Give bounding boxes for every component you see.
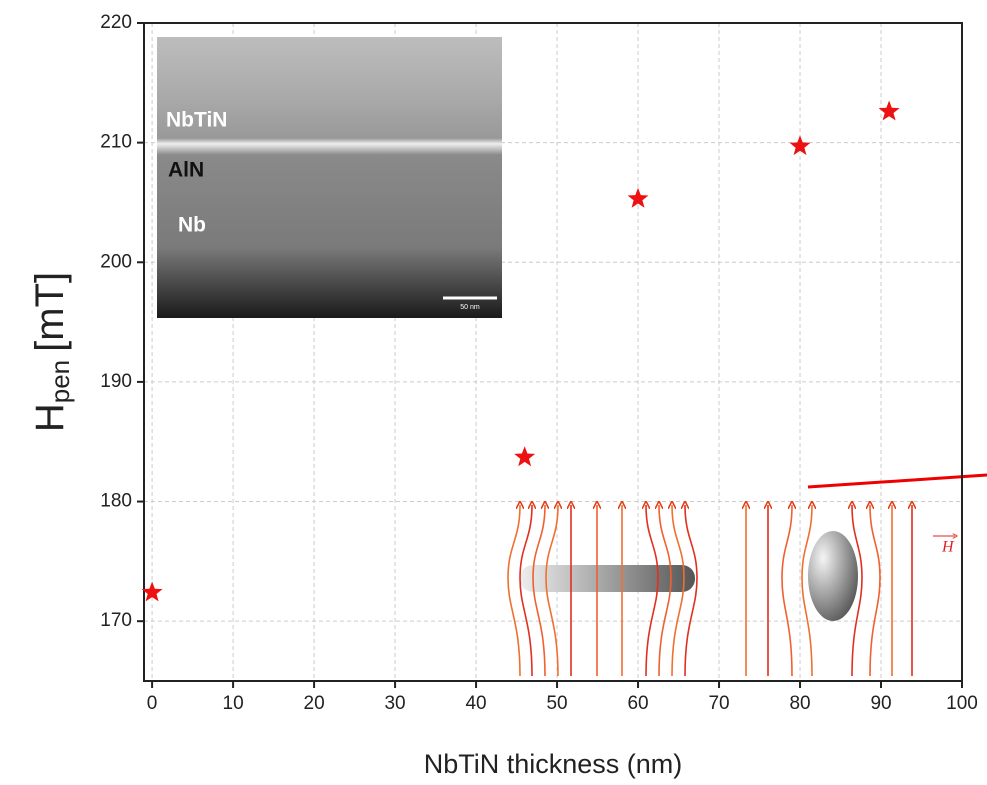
- y-tick-label: 180: [100, 491, 132, 512]
- x-tick-label: 50: [546, 693, 567, 714]
- plot-frame: [143, 22, 963, 682]
- y-label-sub: pen: [45, 360, 75, 403]
- field-line: [672, 505, 685, 677]
- field-line: [646, 505, 659, 677]
- x-tick-label: 40: [465, 693, 486, 714]
- field-illustration: H: [507, 473, 987, 677]
- x-tick-label: 0: [147, 693, 158, 714]
- x-tick-label: 70: [708, 693, 729, 714]
- data-point: [514, 446, 536, 467]
- pointer-line: [807, 473, 987, 489]
- data-point: [627, 187, 649, 208]
- x-tick-label: 60: [627, 693, 648, 714]
- x-tick-label: 100: [946, 693, 978, 714]
- y-tick-label: 200: [100, 251, 132, 272]
- rod-sample: [520, 565, 695, 592]
- field-label: H: [941, 539, 955, 556]
- field-line: [519, 505, 532, 677]
- x-axis-label: NbTiN thickness (nm): [424, 749, 683, 779]
- scale-label: 50 nm: [460, 304, 480, 311]
- field-line: [852, 505, 863, 677]
- tem-image: [157, 37, 502, 318]
- inset-label: AlN: [168, 159, 204, 182]
- field-line: [781, 505, 792, 677]
- inset: NbTiN AlN Nb 50 nm: [157, 37, 502, 318]
- data-point: [789, 135, 811, 156]
- x-tick-label: 80: [789, 693, 810, 714]
- x-tick-label: 90: [870, 693, 891, 714]
- data-point: [878, 100, 900, 121]
- ellipsoid-sample: [808, 531, 858, 621]
- y-tick-label: 170: [100, 610, 132, 631]
- x-tick-label: 30: [384, 693, 405, 714]
- field-line: [801, 505, 812, 677]
- data-point: [141, 581, 163, 602]
- y-tick-label: 220: [100, 12, 132, 33]
- y-tick-label: 190: [100, 371, 132, 392]
- field-line: [870, 505, 881, 677]
- y-label-unit: [mT]: [28, 272, 72, 352]
- y-label-main: H: [28, 403, 72, 432]
- inset-label: NbTiN: [166, 109, 227, 132]
- x-tick-label: 10: [223, 693, 244, 714]
- field-line: [685, 505, 698, 677]
- field-line: [507, 505, 520, 677]
- field-line: [659, 505, 672, 677]
- y-axis-label: Hpen [mT]: [28, 272, 75, 432]
- x-tick-label: 20: [304, 693, 325, 714]
- inset-label: Nb: [178, 214, 206, 237]
- field-line: [545, 505, 558, 677]
- field-line: [532, 505, 545, 677]
- y-tick-label: 210: [100, 132, 132, 153]
